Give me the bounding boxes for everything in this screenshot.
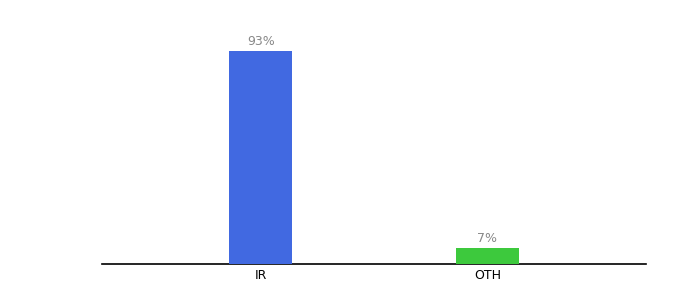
Bar (229, 51, 292, 264)
Text: 7%: 7% (477, 232, 497, 244)
Text: 93%: 93% (247, 35, 275, 48)
Bar (456, 248, 519, 264)
